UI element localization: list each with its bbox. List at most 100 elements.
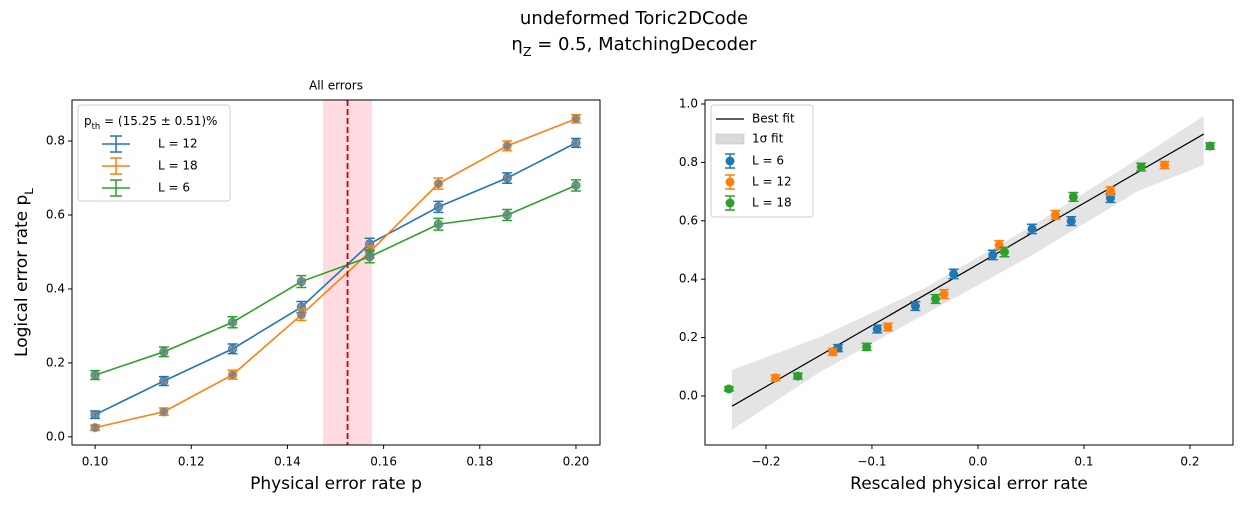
text-part: η xyxy=(511,34,522,55)
y-tick-label: 0.8 xyxy=(46,134,65,148)
legend-errbar xyxy=(110,179,122,197)
marker xyxy=(883,322,893,332)
marker xyxy=(1068,192,1078,202)
marker xyxy=(999,247,1009,257)
x-tick-label: 0.14 xyxy=(274,455,301,469)
y-tick-label: 0.0 xyxy=(679,388,698,402)
marker xyxy=(228,317,238,327)
marker xyxy=(931,294,941,304)
legend-label: L = 6 xyxy=(752,154,784,168)
marker xyxy=(159,347,169,357)
y-tick-label: 0.6 xyxy=(679,213,698,227)
x-tick-label: 0.10 xyxy=(82,455,109,469)
marker xyxy=(90,423,100,433)
x-tick-label: 0.0 xyxy=(968,455,987,469)
marker xyxy=(949,269,959,279)
legend-label: L = 18 xyxy=(752,196,792,210)
marker xyxy=(159,376,169,386)
series-line xyxy=(94,184,577,376)
marker xyxy=(1205,141,1215,151)
series-line xyxy=(94,142,577,416)
marker xyxy=(90,370,100,380)
marker xyxy=(1027,224,1037,234)
legend-patch xyxy=(715,133,745,145)
plot-area xyxy=(723,115,1216,430)
marker xyxy=(724,384,734,394)
legend-label: L = 12 xyxy=(158,137,198,151)
figure-subtitle: ηZ = 0.5, MatchingDecoder xyxy=(511,34,757,59)
marker xyxy=(90,410,100,420)
marker xyxy=(1160,160,1170,170)
legend-box xyxy=(77,104,231,202)
marker xyxy=(872,324,882,334)
x-tick-label: −0.1 xyxy=(857,455,886,469)
marker xyxy=(1136,162,1146,172)
legend-marker xyxy=(725,177,735,187)
marker xyxy=(988,250,998,260)
legend: pth = (15.25 ± 0.51)% L = 12 L = 18 L = 6 xyxy=(77,104,231,202)
y-tick-label: 0.8 xyxy=(679,155,698,169)
legend-label: 1σ fit xyxy=(752,132,784,146)
x-tick-label: 0.1 xyxy=(1074,455,1093,469)
legend-box xyxy=(710,104,814,218)
marker xyxy=(159,407,169,417)
legend-marker xyxy=(725,156,735,166)
y-tick-label: 0.4 xyxy=(46,281,65,295)
marker xyxy=(939,289,949,299)
text-part: Logical error rate p xyxy=(12,195,32,357)
marker xyxy=(770,373,780,383)
subscript: Z xyxy=(523,44,532,59)
marker xyxy=(365,252,375,262)
legend-marker xyxy=(725,198,735,208)
legend-label: Best fit xyxy=(752,112,795,126)
axes-frame xyxy=(704,99,1234,446)
fit-line xyxy=(731,133,1205,407)
marker xyxy=(1066,216,1076,226)
marker xyxy=(228,344,238,354)
fit-band xyxy=(732,115,1204,430)
text-part: p xyxy=(84,114,92,128)
legend-label: L = 18 xyxy=(158,159,198,173)
x-tick-label: 0.16 xyxy=(370,455,397,469)
y-tick-label: 0.2 xyxy=(46,355,65,369)
marker xyxy=(1105,186,1115,196)
marker xyxy=(296,276,306,287)
subscript: L xyxy=(22,188,36,195)
x-tick-label: 0.18 xyxy=(466,455,493,469)
marker xyxy=(571,114,581,124)
marker xyxy=(433,202,444,212)
marker xyxy=(828,347,838,357)
x-axis-label: Rescaled physical error rate xyxy=(850,474,1088,494)
series-line xyxy=(94,118,577,429)
legend: Best fit 1σ fit L = 6 L = 12 L = 18 xyxy=(710,104,814,218)
marker xyxy=(502,141,512,151)
legend-label: L = 6 xyxy=(158,181,190,195)
axes-title: All errors xyxy=(309,79,363,93)
marker xyxy=(910,301,920,311)
y-axis-label: Logical error rate pL xyxy=(12,188,36,357)
marker xyxy=(793,371,803,381)
marker xyxy=(571,138,581,148)
axes-frame xyxy=(71,99,601,446)
marker xyxy=(1050,210,1060,220)
text-part: = (15.25 ± 0.51)% xyxy=(100,114,217,128)
figure-title: undeformed Toric2DCode xyxy=(520,8,748,29)
legend-errbar xyxy=(110,135,122,153)
x-tick-label: 0.20 xyxy=(563,455,590,469)
x-tick-label: 0.2 xyxy=(1180,455,1199,469)
x-axis-label: Physical error rate p xyxy=(250,474,422,494)
y-tick-label: 0.4 xyxy=(679,272,698,286)
y-tick-label: 0.0 xyxy=(46,429,65,443)
marker xyxy=(862,342,872,352)
marker xyxy=(433,219,444,229)
text-part: = 0.5, MatchingDecoder xyxy=(531,34,757,55)
subscript: th xyxy=(92,121,101,131)
marker xyxy=(296,310,306,320)
x-tick-label: −0.2 xyxy=(751,455,780,469)
y-tick-label: 1.0 xyxy=(679,96,698,110)
marker xyxy=(433,178,444,189)
marker xyxy=(228,370,238,380)
marker xyxy=(502,210,512,220)
